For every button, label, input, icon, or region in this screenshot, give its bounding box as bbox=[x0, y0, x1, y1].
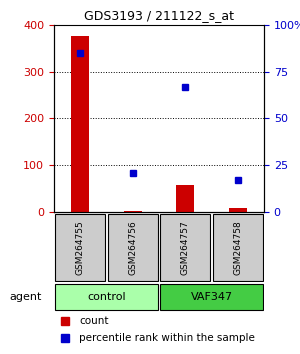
Bar bbox=[176, 185, 194, 212]
Text: GSM264756: GSM264756 bbox=[128, 220, 137, 275]
FancyBboxPatch shape bbox=[160, 284, 263, 310]
Bar bbox=[229, 209, 247, 212]
Text: VAF347: VAF347 bbox=[190, 292, 232, 302]
Title: GDS3193 / 211122_s_at: GDS3193 / 211122_s_at bbox=[84, 9, 234, 22]
FancyBboxPatch shape bbox=[212, 213, 263, 281]
Text: GSM264755: GSM264755 bbox=[76, 220, 85, 275]
FancyBboxPatch shape bbox=[55, 284, 158, 310]
FancyBboxPatch shape bbox=[108, 213, 158, 281]
Text: agent: agent bbox=[9, 292, 42, 302]
FancyBboxPatch shape bbox=[55, 213, 106, 281]
Text: GSM264758: GSM264758 bbox=[233, 220, 242, 275]
Text: count: count bbox=[79, 315, 109, 326]
Text: control: control bbox=[87, 292, 126, 302]
Bar bbox=[124, 211, 142, 212]
Bar bbox=[71, 36, 89, 212]
Text: percentile rank within the sample: percentile rank within the sample bbox=[79, 333, 255, 343]
FancyBboxPatch shape bbox=[160, 213, 210, 281]
Text: GSM264757: GSM264757 bbox=[181, 220, 190, 275]
